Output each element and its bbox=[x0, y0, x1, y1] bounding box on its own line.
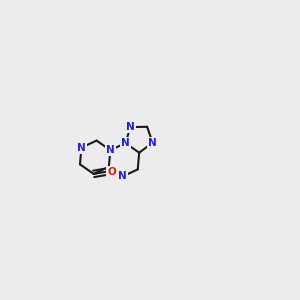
Text: O: O bbox=[107, 167, 116, 177]
Text: N: N bbox=[77, 142, 86, 153]
Text: N: N bbox=[118, 172, 127, 182]
Text: N: N bbox=[106, 145, 115, 155]
Text: N: N bbox=[126, 122, 135, 132]
Text: N: N bbox=[121, 138, 130, 148]
Text: N: N bbox=[148, 138, 157, 148]
